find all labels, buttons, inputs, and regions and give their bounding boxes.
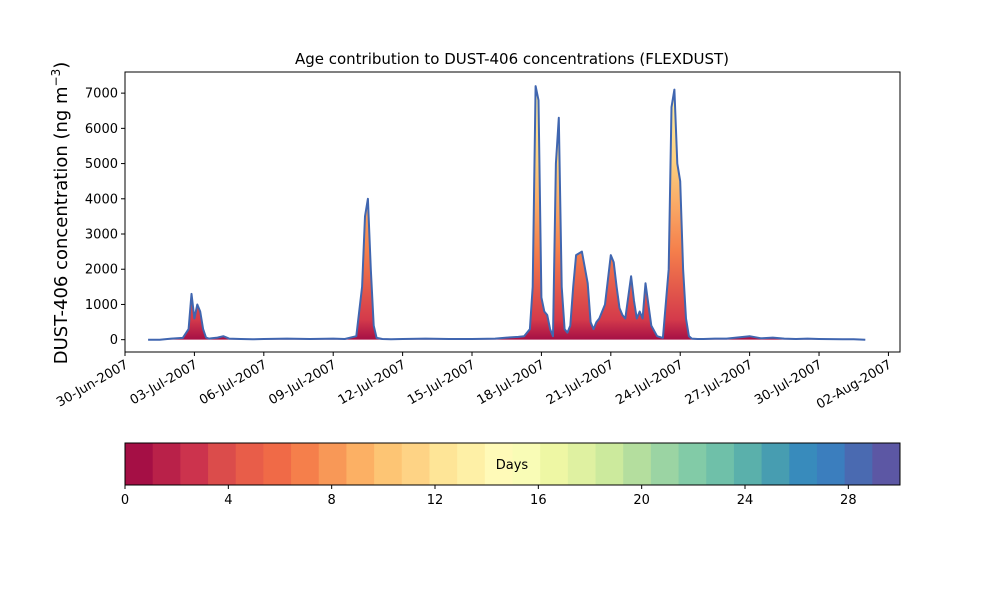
y-axis-label-close: ) [51, 62, 72, 69]
x-tick-label: 02-Aug-2007 [814, 357, 894, 412]
colorbar-segment [733, 443, 763, 485]
colorbar-tick-label: 8 [328, 493, 336, 508]
colorbar-segment [208, 443, 237, 485]
colorbar-segment [374, 443, 403, 485]
colorbar-segment [346, 443, 375, 485]
colorbar-segment [263, 443, 292, 485]
plot-frame [124, 71, 901, 353]
colorbar-tick-label: 12 [427, 493, 444, 508]
y-axis-label-text: DUST-406 concentration (ng m [51, 86, 72, 364]
colorbar-segment [678, 443, 707, 485]
y-tick-label: 3000 [85, 228, 118, 243]
y-axis-label-sup: −3 [49, 69, 63, 87]
colorbar-segment [816, 443, 846, 485]
x-tick-label: 15-Jul-2007 [405, 357, 478, 408]
colorbar-segment [844, 443, 873, 485]
colorbar-tick-label: 4 [224, 493, 232, 508]
y-tick-label: 4000 [85, 192, 118, 207]
x-tick-label: 09-Jul-2007 [266, 357, 339, 408]
colorbar-label: Days [496, 458, 529, 473]
colorbar-segment [512, 443, 541, 485]
x-tick-label: 24-Jul-2007 [613, 357, 686, 408]
x-tick-label: 06-Jul-2007 [197, 357, 270, 408]
colorbar-segment [567, 443, 597, 485]
colorbar-tick-label: 24 [737, 493, 754, 508]
y-tick-label: 1000 [85, 298, 118, 313]
colorbar-tick-label: 28 [840, 493, 857, 508]
colorbar-segment [540, 443, 569, 485]
colorbar-tick-label: 0 [121, 493, 129, 508]
y-tick-label: 2000 [85, 263, 118, 278]
y-tick-label: 7000 [85, 87, 118, 102]
colorbar: Days 0 4 8 12 16 20 24 28 [121, 442, 901, 508]
plot-area: 0 1000 2000 3000 4000 5000 6000 7000 30-Jun-200… [54, 71, 901, 413]
colorbar-segments [125, 443, 901, 485]
colorbar-ticks: 0 4 8 12 16 20 24 28 [121, 485, 857, 508]
colorbar-segment [623, 443, 652, 485]
y-tick-label: 0 [110, 333, 118, 348]
colorbar-tick-label: 20 [633, 493, 650, 508]
colorbar-segment [484, 443, 513, 485]
chart-title: Age contribution to DUST-406 concentrati… [295, 50, 729, 68]
total-concentration-line [148, 85, 866, 341]
colorbar-segment [706, 443, 735, 485]
x-tick-label: 30-Jun-2007 [54, 357, 131, 410]
colorbar-tick-label: 16 [530, 493, 547, 508]
y-tick-label: 5000 [85, 157, 118, 172]
x-axis-ticks: 30-Jun-200703-Jul-200706-Jul-200709-Jul-… [54, 352, 894, 413]
y-axis-ticks: 0 1000 2000 3000 4000 5000 6000 7000 [85, 87, 125, 348]
colorbar-segment [650, 443, 680, 485]
y-axis-label: DUST-406 concentration (ng m−3) [49, 62, 72, 365]
y-tick-label: 6000 [85, 122, 118, 137]
x-tick-label: 18-Jul-2007 [475, 357, 548, 408]
age-area-fill [148, 86, 866, 340]
colorbar-segment [872, 443, 901, 485]
colorbar-segment [789, 443, 818, 485]
x-tick-label: 21-Jul-2007 [544, 357, 617, 408]
colorbar-frame [124, 442, 901, 486]
colorbar-segment [235, 443, 264, 485]
colorbar-segment [761, 443, 790, 485]
x-tick-label: 27-Jul-2007 [683, 357, 756, 408]
age-stacked-area [148, 85, 866, 341]
colorbar-segment [457, 443, 486, 485]
colorbar-segment [152, 443, 181, 485]
colorbar-segment [318, 443, 347, 485]
x-tick-label: 12-Jul-2007 [336, 357, 409, 408]
x-tick-label: 03-Jul-2007 [128, 357, 201, 408]
colorbar-segment [180, 443, 209, 485]
colorbar-segment [429, 443, 458, 485]
colorbar-segment [125, 443, 154, 485]
colorbar-segment [595, 443, 624, 485]
colorbar-segment [401, 443, 430, 485]
colorbar-segment [291, 443, 320, 485]
